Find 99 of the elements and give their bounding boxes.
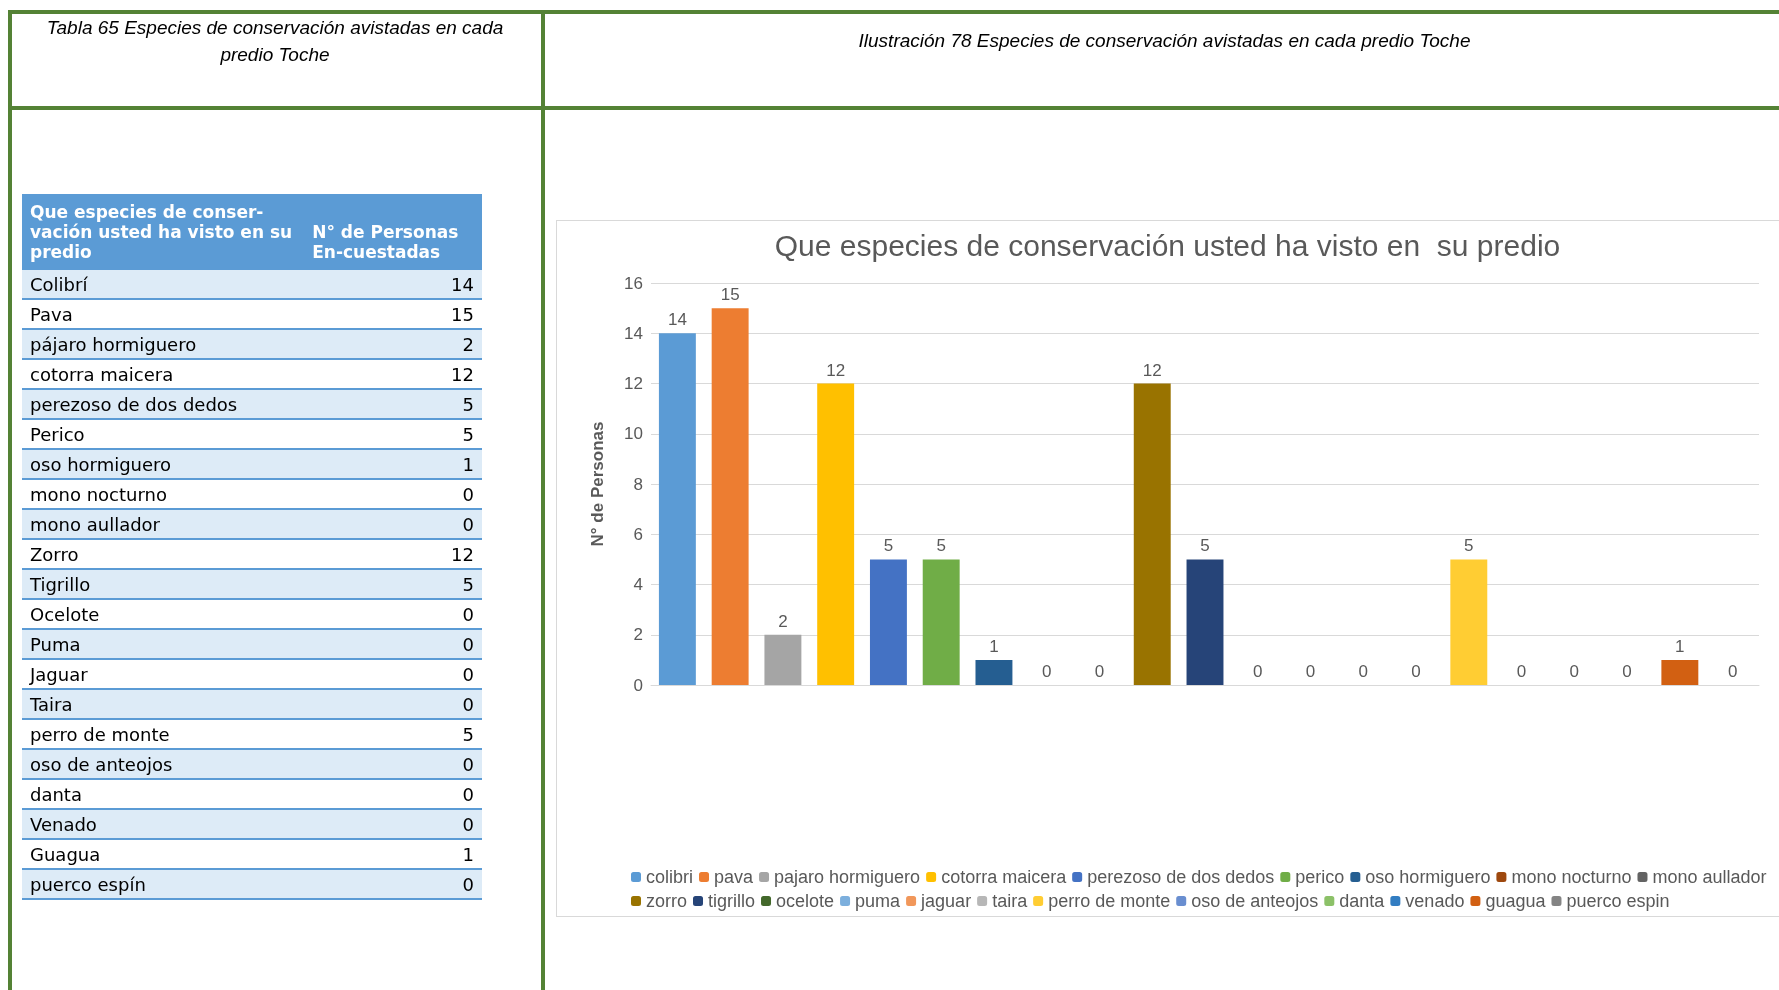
text: Colibrí bbox=[22, 270, 305, 299]
data-label: 5 bbox=[883, 536, 894, 556]
data-label: 1 bbox=[1675, 636, 1685, 656]
text: 0 bbox=[304, 779, 482, 809]
text: 5 bbox=[304, 419, 482, 449]
y-tick-label: 2 bbox=[633, 625, 643, 645]
data-label: 0 bbox=[1569, 662, 1580, 681]
text: Ocelote bbox=[22, 599, 305, 629]
text: 5 bbox=[304, 569, 482, 599]
text: 12 bbox=[304, 539, 482, 569]
text: 0 bbox=[304, 659, 482, 689]
legend-label: pava bbox=[714, 867, 755, 887]
text: cotorra maicera bbox=[22, 359, 305, 389]
text: 0 bbox=[304, 629, 482, 659]
data-label: 15 bbox=[720, 285, 740, 305]
text: Venado bbox=[22, 809, 305, 839]
legend-label: mono aullador bbox=[1652, 867, 1767, 887]
text: 5 bbox=[304, 719, 482, 749]
text: 12 bbox=[304, 359, 482, 389]
text: 2 bbox=[304, 329, 482, 359]
legend-label: mono nocturno bbox=[1511, 867, 1632, 887]
legend-label: cotorra maicera bbox=[941, 867, 1068, 887]
text: 0 bbox=[304, 749, 482, 779]
data-label: 0 bbox=[1358, 662, 1369, 681]
y-axis-title: N° de Personas bbox=[588, 421, 607, 547]
text: 0 bbox=[304, 689, 482, 719]
y-tick-label: 16 bbox=[624, 273, 643, 293]
data-label: 5 bbox=[1200, 536, 1210, 556]
legend-label: perico bbox=[1295, 867, 1345, 887]
data-label: 14 bbox=[667, 310, 687, 330]
data-label: 0 bbox=[1411, 662, 1421, 681]
data-label: 2 bbox=[778, 611, 788, 631]
data-label: 12 bbox=[826, 360, 846, 380]
legend-label: puma bbox=[855, 891, 902, 911]
y-tick-label: 10 bbox=[624, 424, 643, 444]
legend-label: oso de anteojos bbox=[1191, 891, 1319, 911]
legend-label: jaguar bbox=[920, 891, 972, 911]
text: 15 bbox=[304, 299, 482, 329]
text: 0 bbox=[304, 809, 482, 839]
legend-label: venado bbox=[1405, 891, 1465, 911]
text: mono aullador bbox=[22, 509, 305, 539]
y-tick-label: 14 bbox=[624, 323, 643, 343]
text: 1 bbox=[304, 449, 482, 479]
text: mono nocturno bbox=[22, 479, 305, 509]
text: Puma bbox=[22, 629, 305, 659]
y-tick-label: 8 bbox=[633, 474, 643, 494]
y-tick-label: 0 bbox=[633, 675, 643, 695]
text: 0 bbox=[304, 509, 482, 539]
text: Jaguar bbox=[22, 659, 305, 689]
text: oso hormiguero bbox=[22, 449, 305, 479]
data-label: 0 bbox=[1727, 662, 1738, 681]
data-label: 0 bbox=[1305, 662, 1316, 681]
text: Ilustración 78 Especies de conservación avistadas en cada predio Toche bbox=[857, 30, 1472, 52]
legend-label: taira bbox=[992, 891, 1029, 911]
text: Que especies de conser-vación usted ha visto en su predio bbox=[22, 194, 305, 270]
legend-label: ocelote bbox=[776, 891, 835, 911]
data-label: 0 bbox=[1094, 662, 1105, 681]
legend-label: colibri bbox=[646, 867, 694, 887]
data-label: 0 bbox=[1253, 662, 1263, 681]
y-tick-label: 12 bbox=[624, 374, 643, 393]
legend-label: oso hormiguero bbox=[1365, 867, 1491, 887]
legend-label: pajaro hormiguero bbox=[774, 867, 921, 887]
text: puerco espín bbox=[22, 869, 305, 899]
legend-label: danta bbox=[1339, 891, 1386, 911]
data-label: 0 bbox=[1622, 662, 1632, 681]
text: Guagua bbox=[22, 839, 305, 869]
data-label: 0 bbox=[1516, 662, 1527, 681]
text: 5 bbox=[304, 389, 482, 419]
data-label: 1 bbox=[989, 636, 999, 656]
data-label: 5 bbox=[936, 536, 946, 556]
text: 1 bbox=[304, 839, 482, 869]
text: Pava bbox=[22, 299, 305, 329]
text: 0 bbox=[304, 479, 482, 509]
text: 0 bbox=[304, 599, 482, 629]
y-tick-label: 4 bbox=[633, 575, 643, 594]
text: Zorro bbox=[22, 539, 305, 569]
text: danta bbox=[22, 779, 305, 809]
text: 0 bbox=[304, 869, 482, 899]
text: perro de monte bbox=[22, 719, 305, 749]
text: Tabla 65 Especies de conservación avistadas en cada predio Toche bbox=[45, 16, 505, 67]
data-label: 0 bbox=[1041, 662, 1052, 681]
legend-label: zorro bbox=[646, 891, 688, 911]
data-label: 5 bbox=[1464, 536, 1474, 556]
legend-label: puerco espin bbox=[1566, 891, 1670, 911]
text: N° de Personas En-cuestadas bbox=[304, 194, 482, 270]
data-label: 12 bbox=[1142, 360, 1162, 380]
legend-label: perro de monte bbox=[1048, 891, 1171, 911]
text: Perico bbox=[22, 419, 305, 449]
text: perezoso de dos dedos bbox=[22, 389, 305, 419]
y-tick-label: 6 bbox=[633, 524, 643, 544]
text: oso de anteojos bbox=[22, 749, 305, 779]
legend-label: guagua bbox=[1485, 891, 1547, 911]
legend-label: perezoso de dos dedos bbox=[1087, 867, 1275, 887]
chart-title: Que especies de conservación usted ha visto en su predio bbox=[774, 228, 1561, 262]
text: pájaro hormiguero bbox=[22, 329, 305, 359]
text: 14 bbox=[304, 270, 482, 299]
text: Taira bbox=[22, 689, 305, 719]
legend-label: tigrillo bbox=[708, 891, 756, 911]
text: Tigrillo bbox=[22, 569, 305, 599]
